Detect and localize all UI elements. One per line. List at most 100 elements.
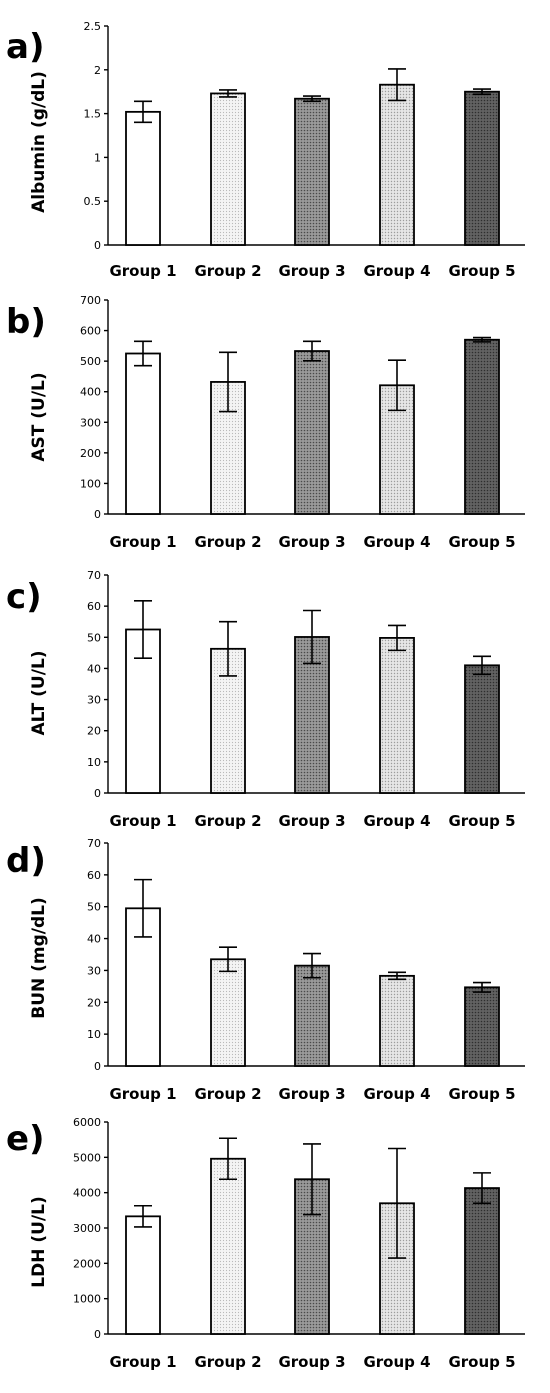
panel-b: b) AST (U/L) 0 100 200 300 400 500 600 700 Group… (6, 294, 525, 551)
y-tick-label: 10 (87, 756, 101, 769)
y-tick-label: 0 (94, 787, 101, 800)
x-tick-label: Group 1 (109, 1085, 176, 1103)
y-tick-label: 6000 (73, 1116, 101, 1129)
bar-group-4 (379, 1202, 415, 1335)
y-tick-label: 3000 (73, 1222, 101, 1235)
y-tick-label: 1000 (73, 1293, 101, 1306)
y-tick-label: 20 (87, 996, 101, 1009)
ylabel-a: Albumin (g/dL) (29, 71, 49, 213)
y-tick-label: 0 (94, 1328, 101, 1341)
y-tick-label: 600 (80, 325, 101, 338)
y-tick-label: 1.5 (84, 108, 102, 121)
y-tick-label: 2 (94, 64, 101, 77)
ylabel-d: BUN (mg/dL) (29, 897, 49, 1019)
y-tick-label: 30 (87, 964, 101, 977)
ylabel-b: AST (U/L) (29, 372, 49, 461)
y-tick-label: 10 (87, 1028, 101, 1041)
bar-group-2 (210, 958, 246, 1067)
ylabel-e: LDH (U/L) (29, 1196, 49, 1287)
y-tick-label: 30 (87, 694, 101, 707)
x-tick-label: Group 3 (278, 812, 345, 830)
panel-a: a) Albumin (g/dL) 0 0.5 1 1.5 2 2.5 Group 1 Gro… (6, 20, 525, 280)
x-tick-label: Group 3 (278, 262, 345, 280)
y-tick-label: 2000 (73, 1257, 101, 1270)
bar-group-1 (125, 110, 161, 246)
y-tick-label: 0 (94, 239, 101, 252)
panel-label-e: e) (6, 1119, 45, 1159)
bar-group-3 (294, 964, 330, 1067)
y-tick-label: 50 (87, 901, 101, 914)
bar-group-4 (379, 637, 415, 794)
x-tick-label: Group 2 (194, 1353, 261, 1371)
x-tick-label: Group 3 (278, 1085, 345, 1103)
bar-group-5 (464, 1187, 500, 1335)
y-tick-label: 60 (87, 869, 101, 882)
x-tick-label: Group 1 (109, 812, 176, 830)
y-tick-label: 40 (87, 662, 101, 675)
y-tick-label: 70 (87, 837, 101, 850)
y-tick-label: 0.5 (84, 195, 102, 208)
x-tick-label: Group 5 (448, 262, 515, 280)
y-tick-label: 300 (80, 416, 101, 429)
y-tick-label: 0 (94, 1060, 101, 1073)
bar-group-5 (464, 338, 500, 515)
plot-c: 0 10 20 30 40 50 60 70 Group 1 Group 2 Group 3 Grou… (87, 569, 525, 830)
bar-group-4 (379, 974, 415, 1067)
x-tick-label: Group 2 (194, 812, 261, 830)
x-tick-label: Group 4 (363, 812, 430, 830)
x-tick-label: Group 1 (109, 533, 176, 551)
bar-group-5 (464, 90, 500, 246)
y-tick-label: 4000 (73, 1187, 101, 1200)
x-tick-label: Group 5 (448, 1353, 515, 1371)
x-tick-label: Group 5 (448, 812, 515, 830)
x-tick-label: Group 2 (194, 262, 261, 280)
panel-label-a: a) (6, 27, 44, 67)
y-tick-label: 40 (87, 933, 101, 946)
x-tick-label: Group 1 (109, 1353, 176, 1371)
plot-e: 0 1000 2000 3000 4000 5000 6000 Group 1 Group 2 G… (73, 1116, 525, 1371)
bar-group-1 (125, 352, 161, 515)
x-tick-label: Group 5 (448, 1085, 515, 1103)
plot-a: 0 0.5 1 1.5 2 2.5 Group 1 Group 2 Group 3 Group 4… (84, 20, 525, 280)
x-tick-label: Group 3 (278, 1353, 345, 1371)
y-tick-label: 200 (80, 447, 101, 460)
y-tick-label: 400 (80, 386, 101, 399)
ylabel-c: ALT (U/L) (29, 650, 49, 735)
bar-group-5 (464, 664, 500, 794)
y-tick-label: 0 (94, 508, 101, 521)
x-tick-label: Group 4 (363, 1353, 430, 1371)
x-tick-label: Group 4 (363, 262, 430, 280)
bar-group-5 (464, 986, 500, 1067)
x-tick-label: Group 4 (363, 1085, 430, 1103)
bar-group-2 (210, 1157, 246, 1335)
x-tick-label: Group 5 (448, 533, 515, 551)
y-tick-label: 20 (87, 725, 101, 738)
y-tick-label: 50 (87, 631, 101, 644)
panel-d: d) BUN (mg/dL) 0 10 20 30 40 50 60 70 Group 1 Gro… (6, 837, 525, 1103)
y-tick-label: 5000 (73, 1151, 101, 1164)
bar-group-3 (294, 350, 330, 515)
y-tick-label: 1 (94, 151, 101, 164)
x-tick-label: Group 2 (194, 533, 261, 551)
panel-label-c: c) (6, 577, 42, 617)
panel-e: e) LDH (U/L) 0 1000 2000 3000 4000 5000 6000 Gr… (6, 1116, 525, 1371)
bar-group-1 (125, 1215, 161, 1335)
bar-group-4 (379, 83, 415, 246)
y-tick-label: 60 (87, 600, 101, 613)
x-tick-label: Group 3 (278, 533, 345, 551)
y-tick-label: 70 (87, 569, 101, 582)
panel-label-b: b) (6, 302, 46, 342)
panel-label-d: d) (6, 841, 46, 881)
x-tick-label: Group 1 (109, 262, 176, 280)
y-tick-label: 500 (80, 355, 101, 368)
x-tick-label: Group 4 (363, 533, 430, 551)
bar-group-2 (210, 92, 246, 246)
y-tick-label: 100 (80, 477, 101, 490)
y-tick-label: 700 (80, 294, 101, 307)
bar-group-3 (294, 97, 330, 246)
panel-c: c) ALT (U/L) 0 10 20 30 40 50 60 70 Group 1 Group… (6, 569, 525, 830)
plot-b: 0 100 200 300 400 500 600 700 Group 1 Group 2 Grou… (80, 294, 525, 551)
x-tick-label: Group 2 (194, 1085, 261, 1103)
y-tick-label: 2.5 (84, 20, 102, 33)
